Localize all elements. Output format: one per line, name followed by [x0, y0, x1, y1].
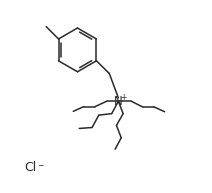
- Text: N: N: [114, 95, 123, 108]
- Text: +: +: [120, 93, 127, 102]
- Text: −: −: [37, 161, 43, 170]
- Text: Cl: Cl: [24, 161, 36, 174]
